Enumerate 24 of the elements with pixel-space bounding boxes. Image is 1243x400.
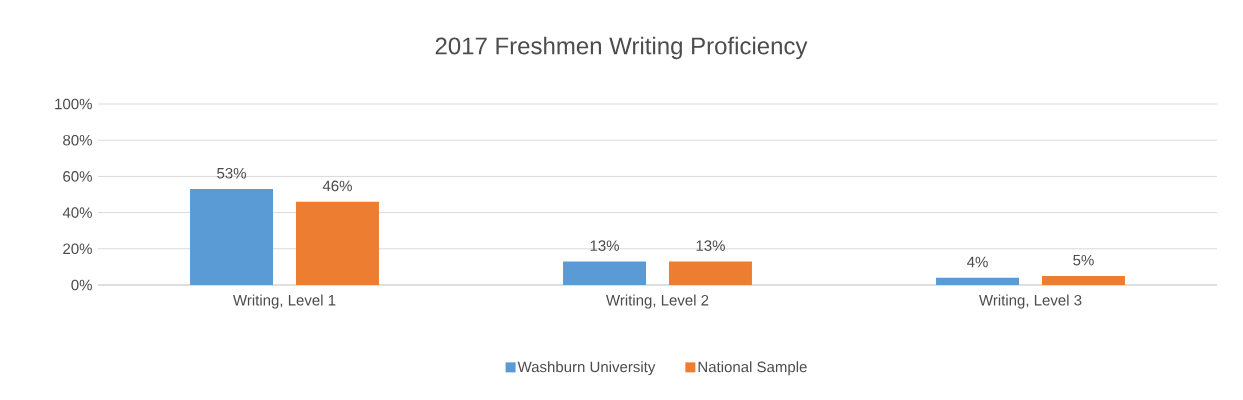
bar — [668, 261, 752, 286]
data-label: 13% — [696, 240, 725, 251]
data-label: 5% — [1073, 254, 1094, 266]
y-tick-label: 100% — [55, 98, 92, 110]
y-tick-label: 80% — [63, 134, 92, 146]
x-tick-label: Writing, Level 1 — [233, 294, 336, 309]
data-label: 4% — [967, 256, 988, 268]
bar — [563, 261, 647, 286]
legend-label: National Sample — [698, 361, 807, 376]
y-tick-label: 40% — [62, 207, 92, 218]
legend-label: Washburn University — [517, 361, 656, 376]
bar — [1041, 275, 1125, 286]
y-tick-label: 0% — [71, 279, 92, 291]
y-tick-label: 20% — [63, 243, 92, 255]
data-label: 46% — [322, 180, 352, 192]
data-label: 13% — [590, 240, 619, 251]
data-label: 53% — [217, 167, 246, 179]
bar — [190, 189, 274, 286]
chart-title: 2017 Freshmen Writing Proficiency — [435, 36, 808, 60]
x-tick-label: Writing, Level 2 — [606, 294, 709, 309]
bar — [936, 277, 1020, 286]
y-tick-label: 60% — [63, 171, 92, 182]
bar — [295, 201, 379, 286]
x-tick-label: Writing, Level 3 — [979, 294, 1082, 309]
